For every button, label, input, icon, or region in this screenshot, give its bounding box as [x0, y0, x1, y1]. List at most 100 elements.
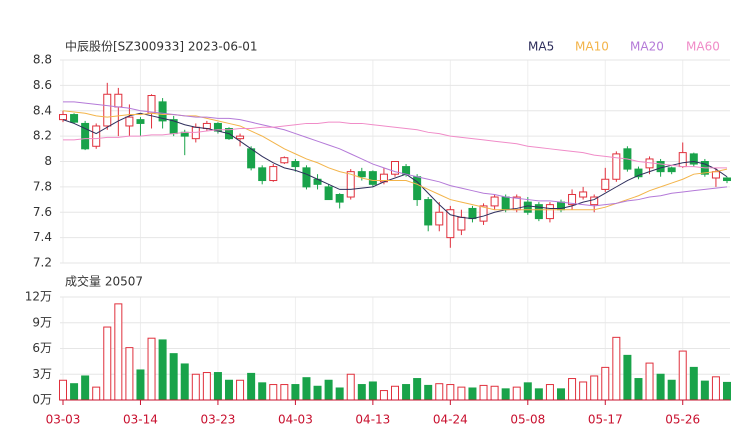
volume-bar [169, 353, 178, 401]
volume-bar [280, 384, 289, 401]
candle-body [534, 204, 543, 220]
volume-bar [114, 303, 123, 401]
volume-bar [291, 384, 300, 401]
candle-body [103, 93, 112, 127]
y-tick-label: 8.6 [33, 78, 52, 92]
candle-body [236, 135, 245, 140]
candle-body [667, 167, 676, 173]
volume-bar [236, 379, 245, 401]
volume-bar [103, 326, 112, 401]
volume-bar [147, 337, 156, 401]
candle-body [357, 171, 366, 178]
volume-bar [612, 336, 621, 401]
volume-bar [202, 372, 211, 401]
volume-bar [711, 376, 720, 401]
candle-body [402, 166, 411, 175]
x-tick-label: 05-17 [588, 413, 623, 427]
volume-bar [313, 385, 322, 401]
volume-bar [479, 384, 488, 401]
x-tick-label: 04-24 [433, 413, 468, 427]
candle-body [545, 204, 554, 220]
candle-body [501, 196, 510, 211]
candle-body [446, 209, 455, 239]
candle-body [656, 161, 665, 173]
volume-bar [534, 388, 543, 401]
candle-body [523, 201, 532, 213]
volume-bar [523, 382, 532, 401]
volume-bar [435, 383, 444, 401]
x-tick-label: 03-23 [200, 413, 235, 427]
candle-body [158, 101, 167, 122]
volume-bar [247, 372, 256, 401]
candle-body [601, 178, 610, 190]
ma-line [63, 101, 728, 207]
x-tick-label: 03-03 [46, 413, 81, 427]
candle-body [125, 116, 134, 127]
volume-bar [590, 375, 599, 401]
volume-bar [700, 380, 709, 401]
x-tick-label: 04-03 [278, 413, 313, 427]
volume-bar [213, 372, 222, 401]
candle-body [114, 93, 123, 108]
y-tick-label: 7.8 [33, 179, 52, 193]
candle-body [424, 199, 433, 226]
candle-body [147, 95, 156, 114]
volume-bar [391, 385, 399, 401]
volume-bar [645, 362, 654, 401]
y-tick-label: 7.4 [33, 230, 52, 244]
candle-body [368, 171, 377, 185]
candle-body [258, 167, 267, 182]
candle-body [678, 152, 687, 168]
candle-body [70, 114, 79, 123]
x-tick-label: 03-14 [123, 413, 158, 427]
x-tick-label: 04-13 [355, 413, 390, 427]
volume-bar [81, 375, 90, 401]
candle-body [634, 168, 643, 178]
candle-body [269, 166, 278, 182]
y-tick-label: 7.2 [33, 256, 52, 270]
y-tick-label: 8.4 [33, 103, 52, 117]
chart-title: 中辰股份[SZ300933] 2023-06-01 [65, 39, 258, 54]
candle-body [468, 207, 477, 220]
candle-body [302, 167, 311, 188]
volume-bar [180, 363, 189, 401]
volume-bar [125, 347, 134, 401]
y-tick-label: 12万 [25, 290, 52, 304]
volume-bar [512, 386, 521, 401]
candle-body [711, 171, 720, 179]
x-tick-label: 05-08 [510, 413, 545, 427]
volume-bar [379, 390, 388, 401]
candle-body [479, 205, 488, 222]
volume-bar [490, 385, 499, 401]
legend-label: MA10 [575, 40, 609, 54]
candle-body [324, 186, 333, 201]
volume-bar [258, 382, 267, 401]
legend-label: MA5 [528, 40, 554, 54]
candle-body [490, 196, 499, 207]
candle-body [723, 177, 731, 182]
ma-line [62, 112, 728, 220]
volume-bar [545, 384, 554, 401]
y-tick-label: 0万 [32, 393, 52, 407]
y-tick-label: 7.6 [33, 205, 52, 219]
y-tick-label: 6万 [32, 341, 52, 355]
volume-bar [667, 379, 676, 401]
candle-body [291, 161, 300, 168]
y-tick-label: 8.2 [33, 129, 52, 143]
legend-label: MA20 [630, 40, 664, 54]
y-tick-label: 8 [44, 154, 52, 168]
volume-bar [501, 388, 510, 401]
y-tick-label: 8.8 [33, 53, 52, 67]
volume-bar [324, 379, 333, 401]
y-tick-label: 9万 [32, 315, 52, 329]
volume-bar [357, 384, 366, 401]
volume-bar [678, 350, 687, 401]
volume-bar [623, 354, 632, 401]
volume-bar [468, 387, 477, 401]
volume-bar [136, 369, 145, 401]
candle-body [689, 153, 698, 165]
candle-body [59, 114, 67, 121]
volume-bar [601, 366, 610, 401]
volume-bar [689, 366, 698, 401]
